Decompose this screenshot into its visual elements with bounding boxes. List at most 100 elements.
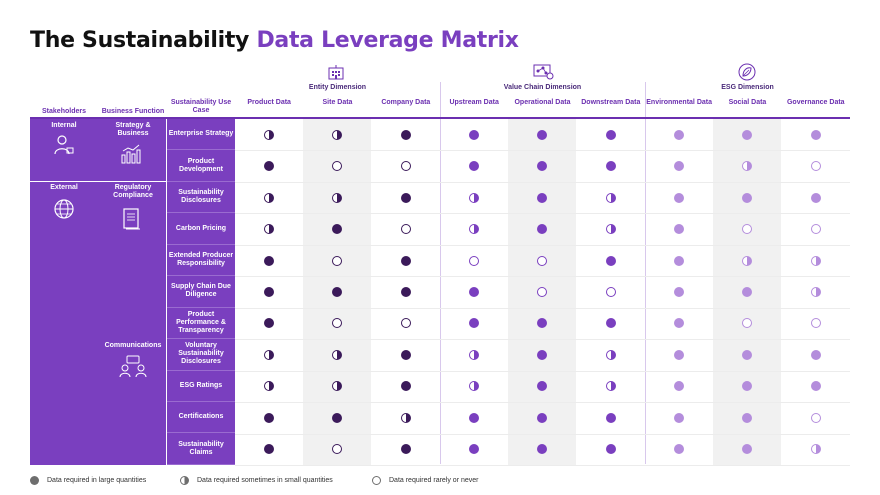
row-divider: [235, 339, 850, 341]
matrix-dot-empty: [469, 255, 480, 266]
matrix-dot-full: [605, 161, 616, 172]
business-function-regulatory: Regulatory Compliance: [113, 184, 153, 199]
column-header: Upstream Data: [449, 99, 499, 106]
matrix-dot-full: [810, 192, 821, 203]
matrix-dot-half: [264, 192, 275, 203]
matrix-dot-full: [264, 286, 275, 297]
legend-item-full: Data required in large quantities: [30, 476, 146, 485]
globe-icon: [54, 199, 74, 219]
legend-item-half: Data required sometimes in small quantit…: [180, 476, 333, 485]
matrix-dot-full: [605, 255, 616, 266]
legend-empty-dot-icon: [372, 476, 381, 485]
legend-item-empty: Data required rarely or never: [372, 476, 479, 485]
matrix-dot-empty: [332, 161, 343, 172]
matrix-dot-full: [810, 129, 821, 140]
matrix-dot-half: [400, 412, 411, 423]
column-header: Company Data: [381, 99, 431, 106]
matrix-dot-half: [469, 192, 480, 203]
matrix-dot-half: [605, 224, 616, 235]
row-divider: [235, 276, 850, 278]
legend-label: Data required in large quantities: [47, 477, 147, 484]
use-case-label: ESG Ratings: [167, 371, 235, 403]
business-function-strategy: Strategy & Business: [115, 122, 151, 137]
page-title: The Sustainability Data Leverage Matrix: [30, 28, 519, 53]
matrix-dot-full: [810, 381, 821, 392]
matrix-dot-full: [400, 381, 411, 392]
matrix-dot-empty: [810, 318, 821, 329]
matrix-dot-full: [332, 286, 343, 297]
matrix-dot-half: [332, 349, 343, 360]
use-case-label: Product Development: [167, 150, 235, 182]
matrix-dot-half: [332, 129, 343, 140]
matrix-dot-empty: [810, 412, 821, 423]
matrix-dot-empty: [810, 224, 821, 235]
matrix-dot-half: [264, 224, 275, 235]
use-case-label: Product Performance & Transparency: [167, 308, 235, 340]
column-header: Site Data: [322, 99, 353, 106]
matrix-dot-full: [400, 286, 411, 297]
column-header: Product Data: [247, 99, 291, 106]
matrix-dot-full: [264, 444, 275, 455]
matrix-dot-full: [537, 161, 548, 172]
use-case-label: Extended Producer Responsibility: [167, 245, 235, 277]
matrix-dot-full: [674, 412, 685, 423]
matrix-dot-half: [264, 381, 275, 392]
use-case-label: Carbon Pricing: [167, 213, 235, 245]
matrix-dot-full: [674, 318, 685, 329]
matrix-dot-half: [605, 381, 616, 392]
matrix-dot-full: [537, 224, 548, 235]
matrix-dot-empty: [400, 318, 411, 329]
legend-label: Data required sometimes in small quantit…: [197, 477, 333, 484]
row-divider: [235, 433, 850, 435]
matrix-dot-empty: [400, 161, 411, 172]
matrix-dot-full: [537, 412, 548, 423]
legend-full-dot-icon: [30, 476, 39, 485]
matrix-dot-half: [264, 349, 275, 360]
matrix-dot-empty: [742, 318, 753, 329]
building-icon: [328, 65, 344, 80]
matrix-dot-full: [742, 286, 753, 297]
matrix-dot-half: [469, 381, 480, 392]
column-header: Operational Data: [514, 99, 571, 106]
row-divider: [235, 244, 850, 246]
matrix-dot-full: [810, 349, 821, 360]
matrix-dot-half: [810, 444, 821, 455]
matrix-dot-full: [674, 381, 685, 392]
stakeholder-divider: [30, 181, 167, 182]
matrix-dot-half: [332, 192, 343, 203]
matrix-dot-half: [742, 161, 753, 172]
matrix-dot-full: [674, 192, 685, 203]
stakeholder-external: External: [50, 184, 78, 191]
matrix-dot-full: [537, 444, 548, 455]
column-header: Environmental Data: [646, 99, 712, 106]
dimension-separator: [645, 82, 646, 464]
dimension-label-esg: ESG Dimension: [721, 84, 774, 91]
matrix-dot-full: [264, 412, 275, 423]
matrix-dot-empty: [332, 255, 343, 266]
use-case-label: Sustainability Claims: [167, 434, 235, 465]
header-use-case: Sustainability Use Case: [170, 99, 232, 114]
header-stakeholders: Stakeholders: [42, 108, 86, 115]
matrix-dot-full: [674, 224, 685, 235]
matrix-dot-half: [742, 255, 753, 266]
matrix-dot-full: [264, 318, 275, 329]
matrix-dot-full: [537, 318, 548, 329]
matrix-dot-full: [400, 444, 411, 455]
matrix-dot-empty: [400, 224, 411, 235]
matrix-dot-half: [469, 224, 480, 235]
column-header: Governance Data: [786, 99, 845, 106]
use-case-label: Voluntary Sustainability Disclosures: [167, 339, 235, 371]
row-divider: [235, 307, 850, 309]
matrix-dot-half: [605, 349, 616, 360]
matrix-dot-full: [742, 349, 753, 360]
matrix-dot-full: [469, 286, 480, 297]
use-case-panel: [167, 119, 235, 465]
matrix-dot-full: [469, 161, 480, 172]
row-divider: [235, 150, 850, 152]
matrix-dot-full: [674, 255, 685, 266]
document-icon: [123, 208, 140, 230]
matrix-dot-full: [264, 255, 275, 266]
stakeholder-panel: [30, 119, 166, 465]
matrix-dot-full: [605, 444, 616, 455]
dimension-label-entity: Entity Dimension: [308, 84, 367, 91]
